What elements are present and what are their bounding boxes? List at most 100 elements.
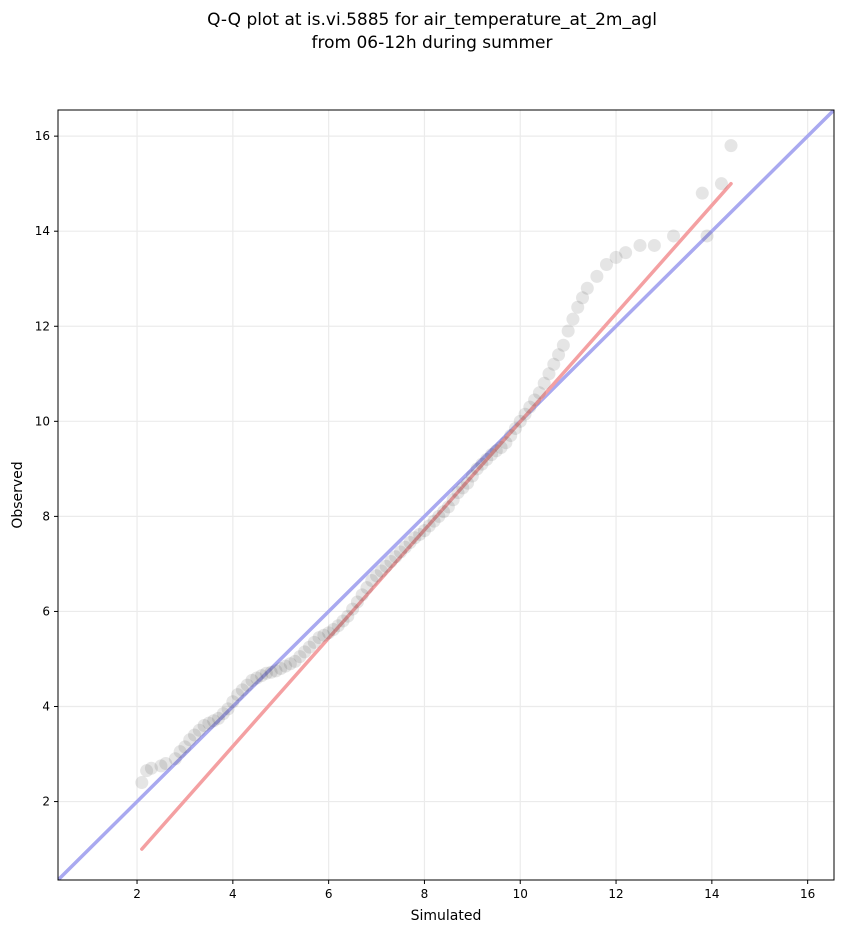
y-tick-label: 4 bbox=[42, 700, 50, 714]
chart-title-line-2: from 06-12h during summer bbox=[312, 33, 553, 53]
y-tick-label: 12 bbox=[35, 319, 50, 333]
scatter-point bbox=[374, 564, 388, 578]
scatter-point bbox=[724, 139, 738, 153]
scatter-point bbox=[245, 673, 259, 687]
scatter-point bbox=[370, 569, 384, 583]
scatter-point bbox=[298, 645, 312, 659]
scatter-point bbox=[331, 619, 345, 633]
scatter-point bbox=[326, 623, 340, 637]
scatter-point bbox=[504, 429, 518, 443]
scatter-point bbox=[350, 595, 364, 609]
scatter-point bbox=[211, 711, 225, 725]
scatter-point bbox=[441, 500, 455, 514]
scatter-point bbox=[566, 312, 580, 326]
scatter-point bbox=[216, 707, 230, 721]
scatter-point bbox=[619, 246, 633, 260]
scatter-point bbox=[192, 723, 206, 737]
identity-line bbox=[58, 110, 834, 880]
scatter-point bbox=[571, 300, 585, 314]
scatter-point bbox=[437, 505, 451, 519]
scatter-point bbox=[561, 324, 575, 338]
scatter-point bbox=[499, 436, 513, 450]
scatter-point bbox=[470, 462, 484, 476]
scatter-point bbox=[250, 671, 264, 685]
x-axis-label: Simulated bbox=[411, 908, 482, 924]
scatter-point bbox=[422, 519, 436, 533]
scatter-point bbox=[274, 661, 288, 675]
scatter-point bbox=[700, 229, 714, 243]
scatter-point bbox=[403, 536, 417, 550]
scatter-point bbox=[513, 414, 527, 428]
scatter-point bbox=[207, 714, 221, 728]
y-tick-label: 6 bbox=[42, 604, 50, 618]
grid-lines bbox=[58, 110, 834, 880]
scatter-point bbox=[714, 177, 728, 191]
scatter-point bbox=[532, 386, 546, 400]
scatter-point bbox=[346, 602, 360, 616]
scatter-point bbox=[341, 609, 355, 623]
scatter-point bbox=[556, 338, 570, 352]
scatter-point bbox=[336, 614, 350, 628]
scatter-point bbox=[173, 745, 187, 759]
axis-ticks: 2 4 6 8 10 12 14 16 2 4 6 8 10 12 14 16 bbox=[35, 129, 816, 901]
scatter-points bbox=[135, 139, 738, 790]
scatter-point bbox=[537, 376, 551, 390]
scatter-point bbox=[264, 665, 278, 679]
x-tick-label: 16 bbox=[800, 887, 815, 901]
scatter-point bbox=[140, 764, 154, 778]
scatter-point bbox=[576, 291, 590, 305]
scatter-point bbox=[393, 545, 407, 559]
x-tick-label: 12 bbox=[608, 887, 623, 901]
scatter-point bbox=[489, 444, 503, 458]
scatter-point bbox=[302, 640, 316, 654]
scatter-point bbox=[259, 666, 273, 680]
scatter-point bbox=[398, 540, 412, 554]
scatter-point bbox=[528, 393, 542, 407]
scatter-point bbox=[590, 269, 604, 283]
scatter-point bbox=[523, 400, 537, 414]
scatter-point bbox=[461, 476, 475, 490]
scatter-point bbox=[279, 659, 293, 673]
scatter-point bbox=[159, 757, 173, 771]
scatter-point bbox=[240, 678, 254, 692]
reference-lines bbox=[58, 110, 834, 880]
scatter-point bbox=[135, 776, 149, 790]
scatter-point bbox=[317, 628, 331, 642]
scatter-point bbox=[508, 421, 522, 435]
y-tick-label: 14 bbox=[35, 224, 50, 238]
scatter-point bbox=[384, 555, 398, 569]
scatter-point bbox=[188, 728, 202, 742]
scatter-point bbox=[312, 631, 326, 645]
scatter-point bbox=[547, 357, 561, 371]
scatter-point bbox=[465, 469, 479, 483]
y-tick-label: 10 bbox=[35, 414, 50, 428]
y-tick-label: 2 bbox=[42, 795, 50, 809]
scatter-point bbox=[168, 752, 182, 766]
scatter-point bbox=[417, 524, 431, 538]
scatter-point bbox=[580, 281, 594, 295]
scatter-point bbox=[446, 493, 460, 507]
x-tick-label: 14 bbox=[704, 887, 719, 901]
scatter-point bbox=[542, 367, 556, 381]
scatter-point bbox=[322, 626, 336, 640]
scatter-point bbox=[552, 348, 566, 362]
scatter-point bbox=[413, 527, 427, 541]
scatter-point bbox=[475, 457, 489, 471]
scatter-point bbox=[144, 761, 158, 775]
scatter-point bbox=[360, 581, 374, 595]
scatter-point bbox=[221, 702, 235, 716]
x-tick-label: 10 bbox=[513, 887, 528, 901]
scatter-point bbox=[427, 514, 441, 528]
y-tick-label: 8 bbox=[42, 509, 50, 523]
scatter-point bbox=[695, 186, 709, 200]
scatter-point bbox=[255, 669, 269, 683]
scatter-point bbox=[178, 740, 192, 754]
plot-area-frame bbox=[57, 109, 835, 881]
y-tick-label: 16 bbox=[35, 129, 50, 143]
scatter-point bbox=[197, 719, 211, 733]
y-axis-label: Observed bbox=[10, 461, 26, 528]
scatter-point bbox=[518, 407, 532, 421]
scatter-point bbox=[451, 486, 465, 500]
scatter-point bbox=[154, 759, 168, 773]
